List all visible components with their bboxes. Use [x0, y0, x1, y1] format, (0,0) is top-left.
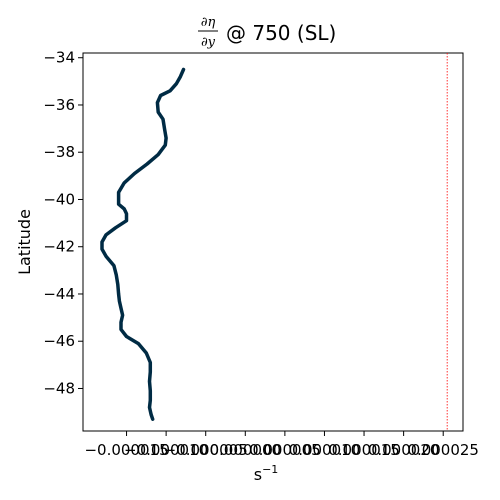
x-tick-label: 0.000000 [210, 441, 282, 459]
y-tick-label: −48 [43, 379, 75, 397]
y-tick-label: −36 [43, 96, 75, 114]
y-tick-label: −34 [43, 49, 75, 67]
x-tick-label: 0.000005 [249, 441, 321, 459]
y-tick-label: −38 [43, 143, 75, 161]
y-tick-label: −44 [43, 285, 75, 303]
y-axis-label: Latitude [15, 209, 34, 275]
data-series-line [100, 67, 186, 421]
y-tick-label: −42 [43, 238, 75, 256]
x-tick-label: 0.000015 [328, 441, 400, 459]
title-suffix: @ 750 (SL) [226, 21, 336, 45]
x-axis-label: s−1 [254, 463, 279, 484]
title-denominator: ∂y [201, 35, 216, 50]
title-numerator: ∂η [201, 15, 216, 30]
x-tick-label: −0.000005 [164, 441, 248, 459]
x-tick-label: 0.000010 [289, 441, 361, 459]
x-tick-label: 0.000020 [368, 441, 440, 459]
x-axis-ticks: −0.000015−0.000010−0.0000050.0000000.000… [84, 431, 479, 459]
x-axis-label-base: s [254, 465, 262, 484]
chart-title: ∂η ∂y @ 750 (SL) [198, 15, 336, 50]
x-tick-label: 0.000025 [407, 441, 479, 459]
plot-area [82, 52, 464, 432]
x-tick-label: −0.000015 [84, 441, 168, 459]
x-axis-label-superscript: −1 [262, 463, 278, 476]
y-tick-label: −46 [43, 332, 75, 350]
y-axis-ticks: −48 −46 −44 −42 −40 −38 −36 −34 [43, 49, 83, 397]
x-tick-label: −0.000010 [124, 441, 208, 459]
y-tick-label: −40 [43, 190, 75, 208]
